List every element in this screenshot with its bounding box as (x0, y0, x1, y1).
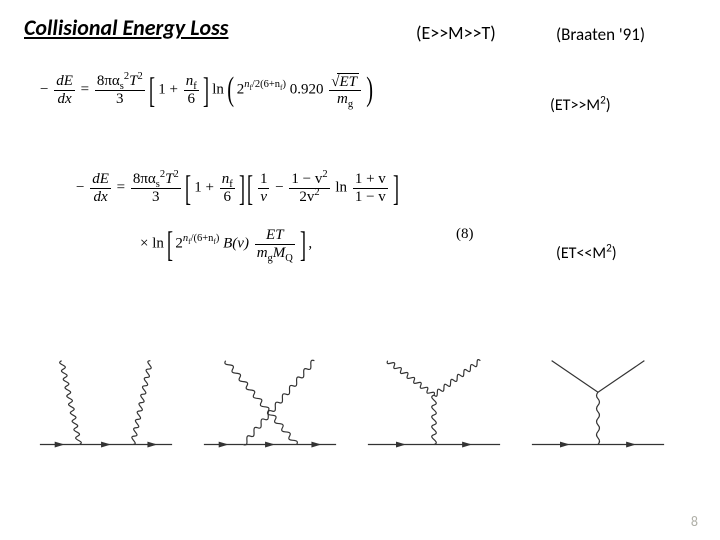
condition-2-b: ) (606, 96, 611, 115)
eq1-nf6-frac: nf 6 (184, 73, 199, 107)
eq2-lhs-num: dE (92, 171, 109, 187)
eq1-lparen: ( (227, 73, 234, 107)
feynman-diagram-1 (32, 350, 180, 470)
eq1-exp-c: ) (282, 79, 286, 90)
eq2-ln: ln (335, 179, 350, 195)
eq2b-lbracket: [ (167, 226, 173, 262)
eq1-coeff-frac: 8παs2T2 3 (95, 73, 145, 107)
eq2-coeff-den: 3 (131, 189, 181, 206)
eq2-1pv-den: 1 − v (353, 189, 388, 206)
eq1-nf-den: 6 (184, 91, 199, 108)
eq2-rbracket2: ] (393, 170, 399, 206)
eq1-rparen: ) (366, 73, 373, 107)
eq2-coeff-a: 8πα (133, 171, 156, 187)
eq2b-mg: m (257, 245, 268, 261)
eq1-rbracket: ] (203, 72, 209, 108)
eq2-v2-numsup: 2 (322, 169, 327, 180)
eq2-nf-den: 6 (220, 189, 235, 206)
eq1-lbracket: [ (149, 72, 155, 108)
eq2-minus: − (76, 179, 84, 195)
eq1-mg-sub: g (348, 99, 353, 110)
eq1-lhs-frac: dE dx (54, 73, 75, 107)
eq1-inner1-a: 1 + (158, 81, 181, 97)
eq2b-mq-sub: Q (285, 253, 293, 264)
condition-3: (ET<<M2) (556, 244, 617, 263)
eq2b-et-num: ET (266, 227, 284, 243)
eq1-coeff-a: 8πα (97, 73, 120, 89)
eq2-1v-den: v (260, 189, 267, 205)
eq2-lhs-den: dx (93, 189, 107, 205)
eq1-exp-b: /2(6+n (252, 79, 280, 90)
eq2-equals: = (117, 179, 129, 195)
eq2-lbracket2: [ (247, 170, 253, 206)
equation-1: − dE dx = 8παs2T2 3 [ 1 + nf 6 ] ln ( 2n… (40, 72, 372, 108)
eq1-coeff-sup2: 2 (137, 71, 142, 82)
condition-2-a: (ET>>M (550, 96, 600, 115)
eq2b-comma: , (308, 235, 312, 251)
feynman-diagram-3 (360, 350, 508, 470)
feynman-diagram-2 (196, 350, 344, 470)
condition-3-a: (ET<<M (556, 244, 606, 263)
equation-2: − dE dx = 8παs2T2 3 [ 1 + nf 6 ] [ 1 v −… (76, 170, 398, 206)
eq1-coeff-den: 3 (95, 91, 145, 108)
eq2b-rbracket: ] (300, 226, 306, 262)
eq2-v2-frac: 1 − v2 2v2 (289, 171, 329, 205)
feynman-diagrams (32, 350, 672, 470)
eq2-inner1-a: 1 + (194, 179, 217, 195)
condition-2: (ET>>M2) (550, 96, 611, 115)
eq1-minus: − (40, 81, 48, 97)
condition-3-b: ) (612, 244, 617, 263)
eq2-nf6-frac: nf 6 (220, 171, 235, 205)
eq2-v2-den: 2v (299, 189, 314, 205)
eq2b-exp-b: /(6+n (191, 233, 214, 244)
eq2b-times: × ln (140, 235, 164, 251)
eq2-coeff-frac: 8παs2T2 3 (131, 171, 181, 205)
eq1-equals: = (81, 81, 93, 97)
feynman-diagram-4 (524, 350, 672, 470)
page-number: 8 (691, 513, 698, 530)
eq1-lhs-num: dE (56, 73, 73, 89)
eq2b-et-frac: ET mgMQ (255, 227, 295, 261)
eq1-ln: ln (212, 81, 224, 97)
eq2-lbracket1: [ (185, 170, 191, 206)
eq2b-bv: B(v) (223, 235, 253, 251)
eq2-v2-densup: 2 (314, 187, 319, 198)
citation: (Braaten '91) (556, 24, 645, 45)
eq2-1v-num: 1 (258, 171, 270, 189)
condition-header: (E>>M>>T) (416, 22, 496, 44)
section-title: Collisional Energy Loss (24, 14, 228, 41)
equation-number: (8) (456, 226, 474, 243)
eq2-lhs-frac: dE dx (90, 171, 111, 205)
eq2b-mq: M (273, 245, 286, 261)
eq2b-base2: 2 (175, 235, 183, 251)
eq2b-exp-c: ) (216, 233, 220, 244)
eq2-minus2: − (275, 179, 287, 195)
eq1-lhs-den: dx (57, 91, 71, 107)
eq1-mg: m (337, 91, 348, 107)
eq2-rbracket1: ] (239, 170, 245, 206)
eq1-const: 0.920 (290, 81, 328, 97)
eq2-1pv-num: 1 + v (353, 171, 388, 189)
eq2-coeff-sup2: 2 (173, 169, 178, 180)
eq1-sqrt-arg: ET (339, 74, 357, 90)
eq2-1v-frac: 1 v (258, 171, 270, 205)
eq1-sqrt-frac: √ET mg (329, 73, 361, 108)
equation-2b: × ln [ 2nf/(6+nf) B(v) ET mgMQ ] , (140, 226, 312, 262)
eq2-1pv-frac: 1 + v 1 − v (353, 171, 388, 205)
eq2-v2-num: 1 − v (291, 171, 322, 187)
